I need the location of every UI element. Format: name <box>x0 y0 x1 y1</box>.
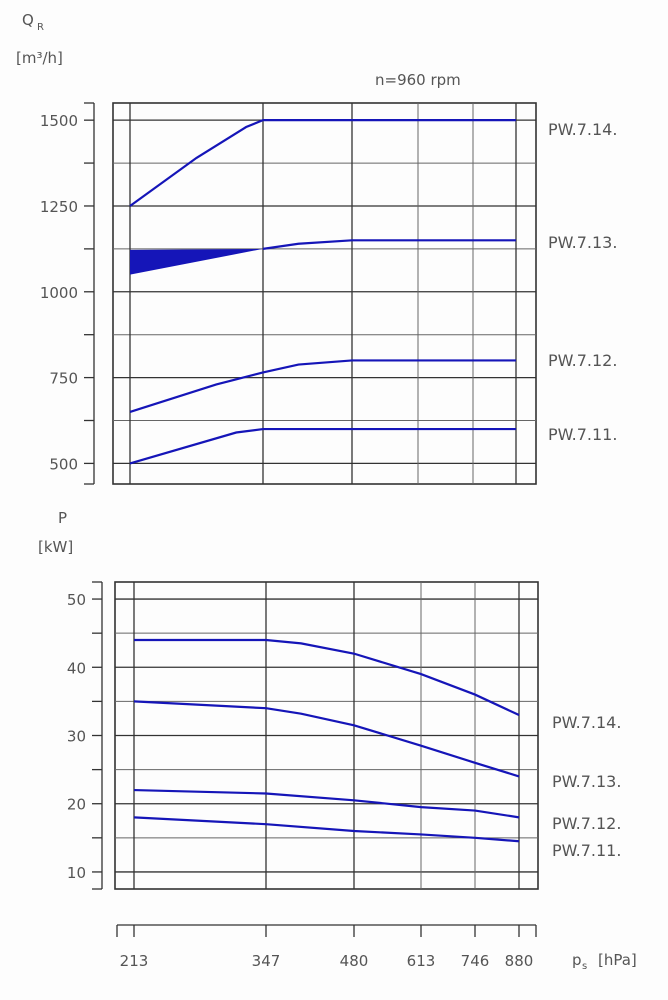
x-tick-label: 880 <box>505 952 534 970</box>
bottom-yunit: [kW] <box>38 538 73 556</box>
x-tick-label: 480 <box>340 952 369 970</box>
plot-frame <box>112 102 537 485</box>
series-line <box>129 119 516 207</box>
y-tick-label: 1000 <box>40 284 78 302</box>
x-tick-label: 613 <box>407 952 436 970</box>
series-line <box>129 359 516 413</box>
series-label: PW.7.13. <box>552 772 621 791</box>
flow-chart: Q R [m³/h] n=960 rpm 500 750 1000 1250 1500 P… <box>16 11 617 485</box>
series-label: PW.7.13. <box>548 233 617 252</box>
y-tick-label: 40 <box>67 659 86 677</box>
series-line <box>133 700 520 778</box>
series-line <box>133 816 520 843</box>
y-tick-label: 750 <box>49 370 78 388</box>
series-line <box>129 427 516 465</box>
bottom-ylabel: P <box>58 509 67 527</box>
y-tick-label: 1500 <box>40 112 78 130</box>
y-tick-label: 1250 <box>40 198 78 216</box>
y-tick-label: 500 <box>49 455 78 473</box>
bottom-xlabel: p <box>572 951 582 969</box>
series-label: PW.7.14. <box>548 120 617 139</box>
y-tick-label: 20 <box>67 796 86 814</box>
series-line <box>134 638 520 717</box>
series-label: PW.7.14. <box>552 713 621 732</box>
y-tick-label: 10 <box>67 864 86 882</box>
series-line <box>133 788 520 819</box>
series-band <box>130 248 263 275</box>
series-label: PW.7.12. <box>552 814 621 833</box>
top-yunit: [m³/h] <box>16 49 63 67</box>
y-tick-label: 30 <box>67 728 86 746</box>
series-line <box>262 239 516 250</box>
top-ylabel-sub: R <box>37 22 44 33</box>
series-label: PW.7.11. <box>552 841 621 860</box>
top-title: n=960 rpm <box>375 71 461 89</box>
power-chart: P [kW] p s [hPa] 10 20 30 40 50 213 347 480 613 7… <box>38 509 637 972</box>
bottom-xunit: [hPa] <box>598 951 637 969</box>
series-label: PW.7.12. <box>548 351 617 370</box>
series-label: PW.7.11. <box>548 425 617 444</box>
bottom-xlabel-sub: s <box>582 961 587 972</box>
x-tick-label: 746 <box>461 952 490 970</box>
top-ylabel: Q <box>22 11 34 29</box>
x-tick-label: 213 <box>120 952 149 970</box>
x-tick-label: 347 <box>252 952 281 970</box>
y-tick-label: 50 <box>67 591 86 609</box>
